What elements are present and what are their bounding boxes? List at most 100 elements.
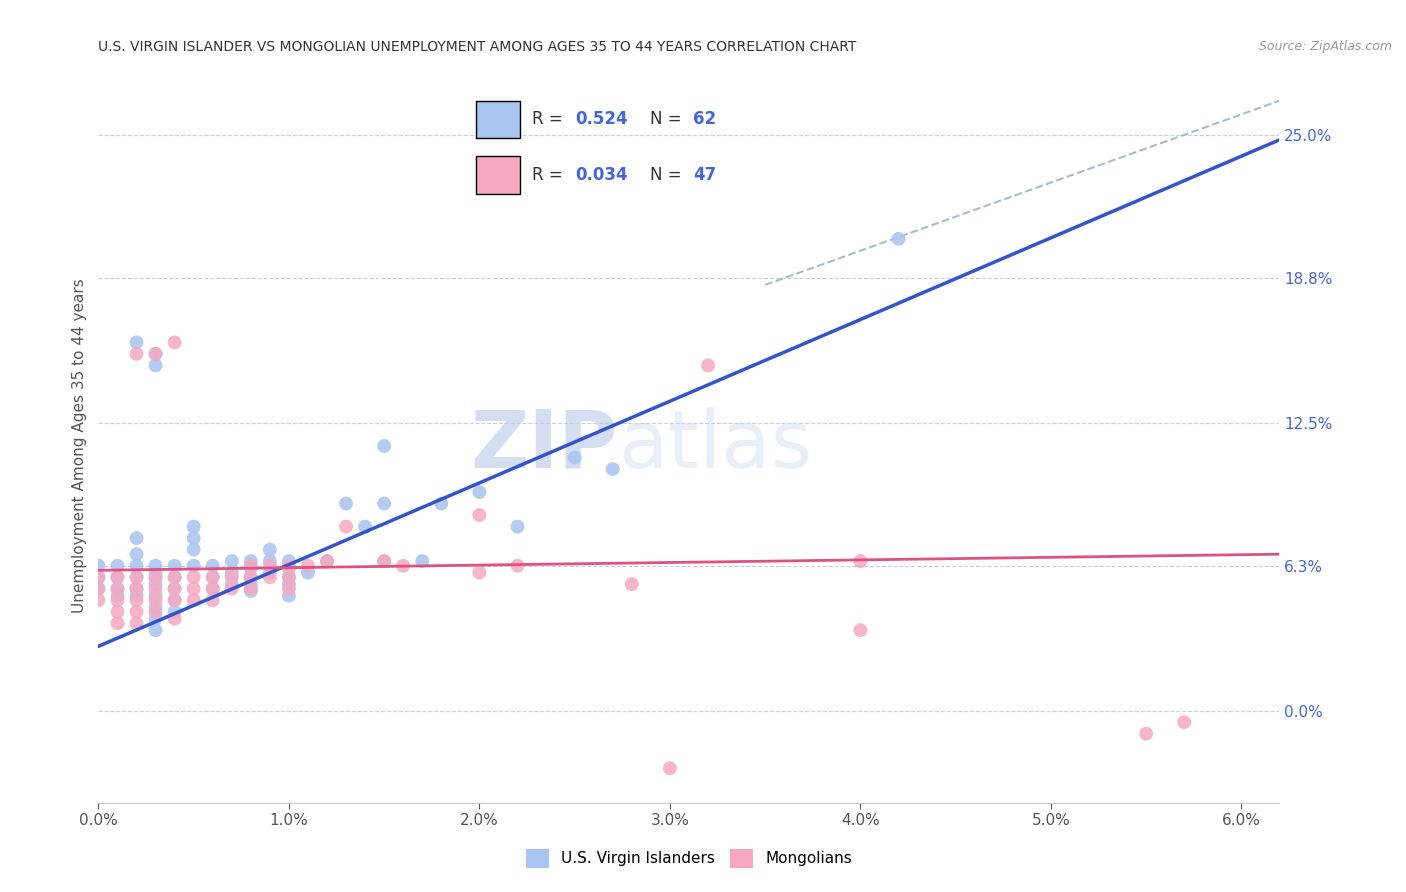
Point — [183, 531, 205, 545]
Point — [373, 497, 395, 511]
Point — [1173, 715, 1195, 730]
Point — [183, 558, 205, 573]
Point — [125, 605, 148, 619]
FancyBboxPatch shape — [477, 101, 520, 138]
Point — [658, 761, 681, 775]
Point — [145, 623, 167, 637]
Point — [259, 542, 281, 557]
Point — [125, 582, 148, 596]
Point — [239, 561, 262, 575]
Text: 0.034: 0.034 — [575, 166, 628, 184]
Text: Source: ZipAtlas.com: Source: ZipAtlas.com — [1258, 40, 1392, 54]
Point — [239, 577, 262, 591]
Point — [163, 593, 186, 607]
Point — [183, 542, 205, 557]
Point — [239, 570, 262, 584]
Point — [107, 570, 129, 584]
Point — [125, 582, 148, 596]
Point — [183, 519, 205, 533]
Point — [163, 335, 186, 350]
Point — [145, 566, 167, 580]
Point — [87, 582, 110, 596]
Point — [145, 570, 167, 584]
Point — [145, 558, 167, 573]
Point — [145, 359, 167, 373]
Point — [163, 605, 186, 619]
Point — [277, 570, 299, 584]
Point — [411, 554, 433, 568]
Point — [201, 570, 224, 584]
Point — [564, 450, 586, 465]
Point — [430, 497, 453, 511]
Point — [373, 439, 395, 453]
Point — [620, 577, 643, 591]
Point — [125, 558, 148, 573]
Point — [602, 462, 624, 476]
Point — [125, 531, 148, 545]
Point — [163, 612, 186, 626]
Point — [259, 566, 281, 580]
Point — [145, 612, 167, 626]
Point — [201, 570, 224, 584]
Point — [506, 558, 529, 573]
Point — [125, 547, 148, 561]
Point — [239, 582, 262, 596]
Point — [107, 582, 129, 596]
Point — [316, 554, 339, 568]
Point — [163, 558, 186, 573]
Point — [87, 570, 110, 584]
Point — [107, 582, 129, 596]
Point — [145, 577, 167, 591]
Point — [277, 582, 299, 596]
Point — [163, 570, 186, 584]
Y-axis label: Unemployment Among Ages 35 to 44 years: Unemployment Among Ages 35 to 44 years — [72, 278, 87, 614]
Point — [849, 623, 872, 637]
Point — [87, 558, 110, 573]
Point — [87, 570, 110, 584]
Point — [183, 582, 205, 596]
Point — [335, 497, 357, 511]
Point — [277, 577, 299, 591]
Point — [163, 582, 186, 596]
Text: U.S. VIRGIN ISLANDER VS MONGOLIAN UNEMPLOYMENT AMONG AGES 35 TO 44 YEARS CORRELA: U.S. VIRGIN ISLANDER VS MONGOLIAN UNEMPL… — [98, 40, 856, 54]
Point — [259, 558, 281, 573]
Point — [107, 593, 129, 607]
Point — [201, 558, 224, 573]
Point — [221, 577, 243, 591]
Point — [87, 593, 110, 607]
Point — [87, 582, 110, 596]
Point — [468, 485, 491, 500]
Point — [145, 605, 167, 619]
Point — [163, 593, 186, 607]
Point — [849, 554, 872, 568]
Point — [125, 347, 148, 361]
Point — [145, 600, 167, 615]
Point — [277, 554, 299, 568]
Point — [277, 561, 299, 575]
Legend: U.S. Virgin Islanders, Mongolians: U.S. Virgin Islanders, Mongolians — [520, 843, 858, 873]
Point — [239, 554, 262, 568]
Point — [183, 593, 205, 607]
Text: 47: 47 — [693, 166, 716, 184]
Point — [125, 570, 148, 584]
Text: ZIP: ZIP — [471, 407, 619, 485]
Point — [145, 582, 167, 596]
Point — [125, 570, 148, 584]
Point — [335, 519, 357, 533]
Point — [221, 570, 243, 584]
Text: R =: R = — [531, 166, 568, 184]
Point — [107, 570, 129, 584]
Point — [1135, 727, 1157, 741]
Point — [468, 508, 491, 522]
Point — [145, 589, 167, 603]
Point — [107, 605, 129, 619]
Point — [297, 566, 319, 580]
Point — [697, 359, 720, 373]
Point — [125, 593, 148, 607]
Point — [259, 554, 281, 568]
Text: R =: R = — [531, 111, 568, 128]
Point — [887, 232, 910, 246]
Point — [125, 589, 148, 603]
Text: 0.524: 0.524 — [575, 111, 628, 128]
FancyBboxPatch shape — [477, 156, 520, 194]
